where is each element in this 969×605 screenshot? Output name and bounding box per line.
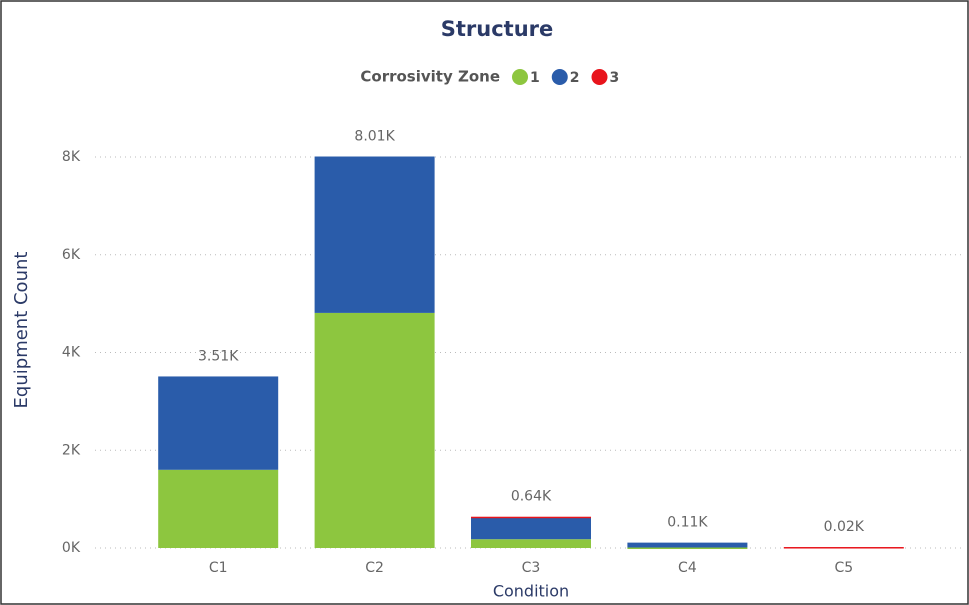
bar-segment xyxy=(471,516,591,519)
y-tick-label: 2K xyxy=(62,442,81,458)
total-label: 8.01K xyxy=(354,129,395,145)
total-label: 0.11K xyxy=(667,515,708,531)
legend-label: 1 xyxy=(530,70,540,86)
y-tick-label: 6K xyxy=(62,247,81,263)
legend-swatch xyxy=(512,69,528,85)
y-tick-label: 8K xyxy=(62,149,81,165)
total-label: 0.02K xyxy=(824,519,865,535)
bar-segment xyxy=(158,469,279,548)
bar-segment xyxy=(158,376,279,470)
bar-segment xyxy=(627,542,748,548)
legend-title: Corrosivity Zone xyxy=(360,68,500,86)
legend-label: 3 xyxy=(610,70,620,86)
x-tick-label: C2 xyxy=(365,560,384,576)
bar-segment xyxy=(783,547,904,549)
bar-segment xyxy=(471,539,591,548)
y-tick-label: 0K xyxy=(62,540,81,556)
bar-segment xyxy=(314,312,435,548)
x-axis-title: Condition xyxy=(493,582,569,601)
bar-segment xyxy=(627,547,748,550)
x-tick-label: C5 xyxy=(834,560,853,576)
x-tick-label: C3 xyxy=(522,560,541,576)
y-tick-label: 4K xyxy=(62,345,81,361)
legend-swatch xyxy=(591,69,608,85)
legend-label: 2 xyxy=(570,70,580,86)
legend-swatch xyxy=(551,69,568,85)
chart-title: Structure xyxy=(441,17,554,41)
total-label: 0.64K xyxy=(511,489,552,505)
bar-segment xyxy=(314,156,435,313)
x-tick-label: C1 xyxy=(209,560,228,576)
bar-segment xyxy=(471,517,591,540)
x-tick-label: C4 xyxy=(678,560,697,576)
y-axis-title: Equipment Count xyxy=(11,252,32,409)
total-label: 3.51K xyxy=(198,348,239,364)
